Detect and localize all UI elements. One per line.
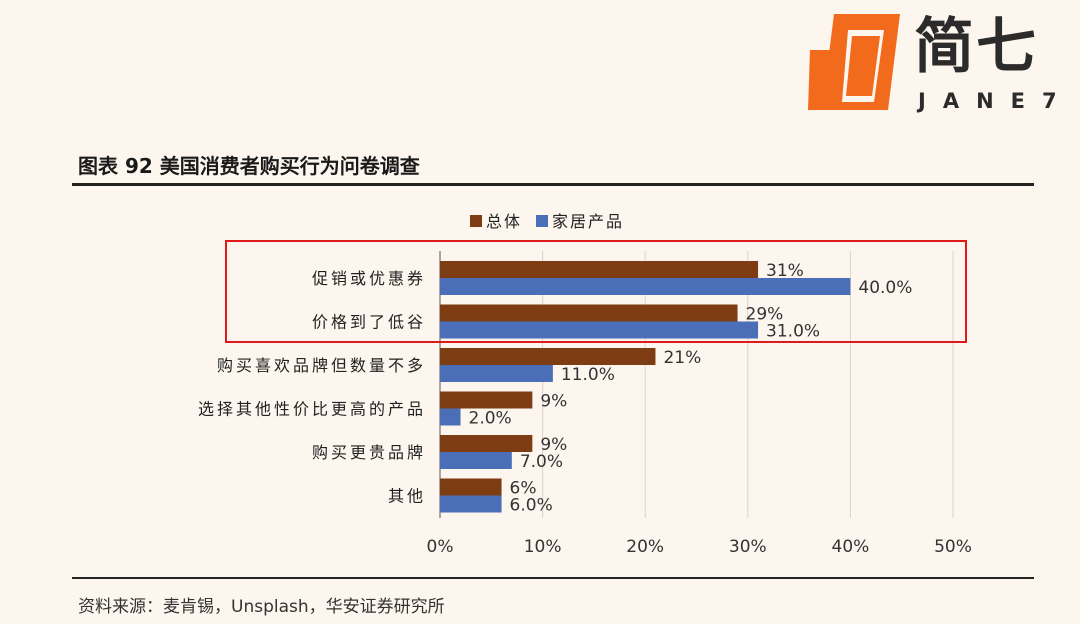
legend-label: 总体 — [486, 212, 522, 231]
data-label: 9% — [540, 392, 567, 412]
title-divider — [72, 183, 1034, 186]
data-label: 9% — [540, 435, 567, 455]
data-label: 11.0% — [561, 365, 615, 385]
bar — [440, 391, 533, 409]
x-tick-label: 20% — [626, 537, 664, 557]
logo-mark-front — [808, 50, 842, 110]
data-label: 2.0% — [469, 409, 512, 429]
logo-chinese-text: 简七 — [914, 12, 1038, 82]
bar — [440, 304, 738, 322]
source-note: 资料来源：麦肯锡，Unsplash，华安证券研究所 — [78, 597, 445, 617]
x-tick-label: 40% — [832, 537, 870, 557]
category-label: 其他 — [388, 487, 426, 506]
x-tick-label: 0% — [427, 537, 454, 557]
category-label: 购买喜欢品牌但数量不多 — [217, 356, 426, 375]
bar — [440, 495, 502, 513]
bar — [440, 278, 851, 295]
logo-mark-icon — [808, 14, 900, 110]
bar — [440, 261, 759, 278]
data-label: 6.0% — [510, 496, 553, 516]
x-tick-label: 10% — [524, 537, 562, 557]
legend-label: 家居产品 — [552, 212, 624, 231]
bar — [440, 408, 461, 426]
bar — [440, 365, 553, 382]
data-label: 7.0% — [520, 452, 563, 472]
category-label: 促销或优惠券 — [312, 269, 426, 288]
x-tick-label: 30% — [729, 537, 767, 557]
source-divider — [72, 577, 1034, 579]
bar — [440, 478, 502, 496]
x-tick-label: 50% — [934, 537, 972, 557]
legend-swatch — [536, 215, 548, 227]
data-label: 6% — [510, 479, 537, 499]
legend-swatch — [470, 215, 482, 227]
bar — [440, 321, 759, 339]
data-label: 29% — [746, 305, 784, 325]
logo-english-text: JANE7 — [918, 89, 1074, 113]
data-label: 31.0% — [766, 322, 820, 342]
bar — [440, 452, 512, 469]
bar — [440, 435, 533, 452]
category-label: 选择其他性价比更高的产品 — [198, 400, 426, 419]
category-label: 价格到了低谷 — [312, 313, 426, 332]
data-label: 31% — [766, 261, 804, 281]
data-label: 40.0% — [858, 278, 912, 298]
logo-mark-inner — [846, 36, 880, 96]
bar — [440, 348, 656, 365]
data-label: 21% — [663, 348, 701, 368]
category-label: 购买更贵品牌 — [312, 443, 426, 462]
figure-title: 图表 92 美国消费者购买行为问卷调查 — [78, 154, 420, 178]
logo: 简七 JANE7 — [808, 10, 1070, 112]
highlight-box — [225, 240, 967, 343]
